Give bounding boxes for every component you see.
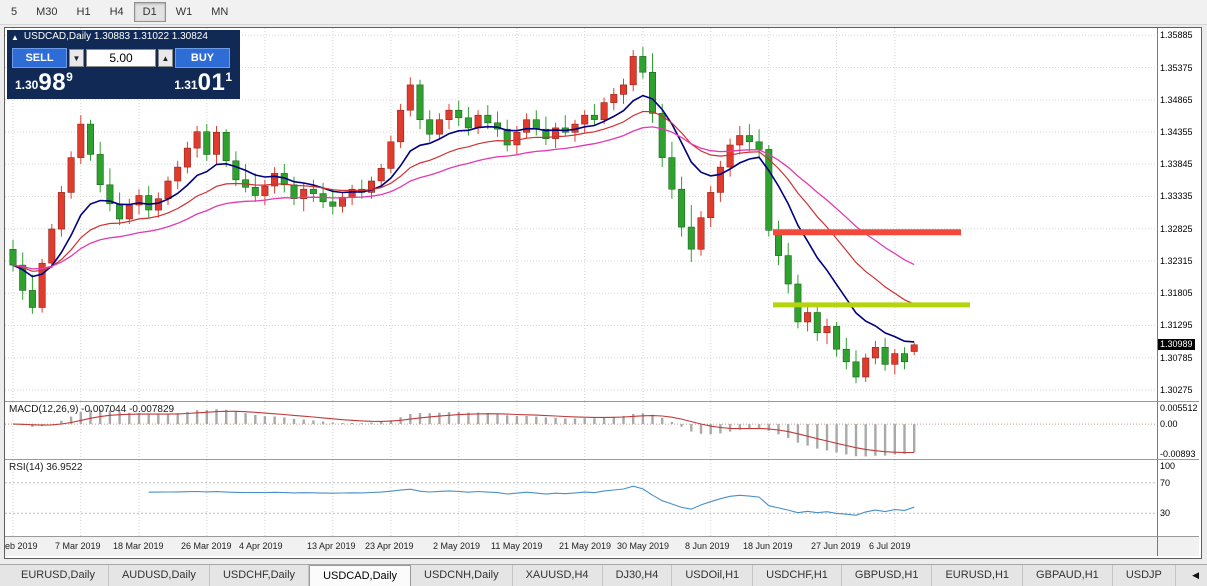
macd-panel[interactable]: MACD(12,26,9) -0.007044 -0.007829 xyxy=(5,402,1157,460)
rsi-chart xyxy=(5,460,1157,536)
lot-decrease-button[interactable]: ▼ xyxy=(69,49,84,67)
buy-button[interactable]: BUY xyxy=(175,48,230,68)
chart-tab-usdchf-daily[interactable]: USDCHF,Daily xyxy=(210,565,310,586)
rsi-axis-label: 30 xyxy=(1160,508,1171,518)
date-axis-label: 2 May 2019 xyxy=(433,541,481,551)
rsi-label: RSI(14) 36.9522 xyxy=(9,462,83,473)
lot-increase-button[interactable]: ▲ xyxy=(158,49,173,67)
sell-price-main: 98 xyxy=(38,69,67,96)
chart-tab-usdjp[interactable]: USDJP xyxy=(1113,565,1176,586)
chart-tab-usdcad-daily[interactable]: USDCAD,Daily xyxy=(309,565,412,586)
price-axis-label: 1.35885 xyxy=(1160,30,1193,40)
chart-tab-gbpusd-h1[interactable]: GBPUSD,H1 xyxy=(842,565,933,586)
date-axis-label: 21 May 2019 xyxy=(559,541,612,551)
price-axis-label: 1.31805 xyxy=(1160,288,1193,298)
timeframe-button-mn[interactable]: MN xyxy=(202,2,237,22)
price-axis-label: 1.33845 xyxy=(1160,159,1193,169)
chart-tab-audusd-daily[interactable]: AUDUSD,Daily xyxy=(109,565,210,586)
date-axis-label: 30 May 2019 xyxy=(617,541,670,551)
chart-tab-usdoil-h1[interactable]: USDOil,H1 xyxy=(672,565,754,586)
one-click-trade-panel: SELL ▼ ▲ BUY 1.30 98 9 1.31 01 1 xyxy=(7,44,240,99)
date-axis-label: 13 Apr 2019 xyxy=(307,541,356,551)
macd-label: MACD(12,26,9) -0.007044 -0.007829 xyxy=(9,404,175,415)
buy-price-main: 01 xyxy=(197,69,226,96)
chart-tab-usdcnh-daily[interactable]: USDCNH,Daily xyxy=(411,565,513,586)
chart-tab-eurusd-daily[interactable]: EURUSD,Daily xyxy=(8,565,109,586)
price-axis-label: 1.34865 xyxy=(1160,95,1193,105)
buy-price[interactable]: 1.31 01 1 xyxy=(174,70,232,95)
date-axis-label: 18 Jun 2019 xyxy=(743,541,793,551)
sell-price-prefix: 1.30 xyxy=(15,78,39,92)
timeframe-button-5[interactable]: 5 xyxy=(2,2,26,22)
chart-window: ▲ USDCAD,Daily 1.30883 1.31022 1.30824 1… xyxy=(4,27,1202,559)
buy-price-pip: 1 xyxy=(225,70,232,84)
rsi-panel[interactable]: RSI(14) 36.9522 xyxy=(5,460,1157,537)
chart-tab-usdchf-h1[interactable]: USDCHF,H1 xyxy=(753,565,842,586)
macd-axis-label: 0.00 xyxy=(1160,419,1178,429)
macd-axis-label: 0.005512 xyxy=(1160,403,1198,413)
price-axis-label: 1.30785 xyxy=(1160,353,1193,363)
date-axis-label: 26 Mar 2019 xyxy=(181,541,232,551)
buy-price-prefix: 1.31 xyxy=(174,78,198,92)
macd-axis-label: -0.00893 xyxy=(1160,449,1196,459)
date-axis-label: 7 Mar 2019 xyxy=(55,541,101,551)
axis-corner xyxy=(1157,537,1199,556)
price-axis-label: 1.35375 xyxy=(1160,63,1193,73)
price-axis-label: 1.31295 xyxy=(1160,320,1193,330)
main-chart-panel[interactable]: ▲ USDCAD,Daily 1.30883 1.31022 1.30824 1… xyxy=(5,28,1157,402)
date-axis-label: 18 Mar 2019 xyxy=(113,541,164,551)
sell-button[interactable]: SELL xyxy=(12,48,67,68)
timeframe-button-d1[interactable]: D1 xyxy=(133,2,166,22)
chart-tab-dj30-h4[interactable]: DJ30,H4 xyxy=(603,565,673,586)
rsi-axis: 100 70 30 xyxy=(1157,460,1199,537)
lot-size-input[interactable] xyxy=(86,49,156,67)
chart-ohlc-readout: USDCAD,Daily 1.30883 1.31022 1.30824 1.3… xyxy=(23,31,208,56)
chart-tab-gbpaud-h1[interactable]: GBPAUD,H1 xyxy=(1023,565,1113,586)
timeframe-button-w1[interactable]: W1 xyxy=(167,2,202,22)
sell-price[interactable]: 1.30 98 9 xyxy=(15,70,73,95)
price-axis-label: 1.30275 xyxy=(1160,385,1193,395)
timeframe-toolbar: 5 M30 H1 H4 D1 W1 MN xyxy=(0,0,1207,25)
collapse-trade-panel-icon[interactable]: ▲ xyxy=(11,33,19,42)
price-axis[interactable]: 1.35885 1.35375 1.34865 1.34355 1.33845 1.333… xyxy=(1157,28,1199,402)
rsi-axis-label: 70 xyxy=(1160,478,1171,488)
price-axis-label: 1.32825 xyxy=(1160,224,1193,234)
timeframe-button-h4[interactable]: H4 xyxy=(101,2,133,22)
price-axis-label: 1.32315 xyxy=(1160,256,1193,266)
rsi-axis-label: 100 xyxy=(1160,461,1176,471)
date-axis-label: 4 Apr 2019 xyxy=(239,541,283,551)
date-axis-label: 27 Jun 2019 xyxy=(811,541,861,551)
date-axis-label: 8 Jun 2019 xyxy=(685,541,730,551)
chart-tabs-bar: EURUSD,Daily AUDUSD,Daily USDCHF,Daily USDC… xyxy=(0,564,1207,586)
chart-title-bar: ▲ USDCAD,Daily 1.30883 1.31022 1.30824 1… xyxy=(7,30,240,56)
price-axis-label: 1.33335 xyxy=(1160,191,1193,201)
price-axis-label: 1.34355 xyxy=(1160,127,1193,137)
macd-axis: 0.005512 0.00 -0.00893 xyxy=(1157,402,1199,460)
current-price-badge: 1.30989 xyxy=(1158,339,1195,350)
timeframe-button-m30[interactable]: M30 xyxy=(27,2,66,22)
macd-chart xyxy=(5,402,1157,459)
chart-tab-eurusd-h1[interactable]: EURUSD,H1 xyxy=(932,565,1024,586)
date-axis[interactable]: 26 Feb 2019 7 Mar 2019 18 Mar 2019 26 Mar 2… xyxy=(5,537,1157,556)
date-axis-label: 26 Feb 2019 xyxy=(5,541,38,551)
date-axis-label: 23 Apr 2019 xyxy=(365,541,414,551)
candlestick-chart[interactable] xyxy=(5,28,1157,401)
timeframe-button-h1[interactable]: H1 xyxy=(68,2,100,22)
date-axis-label: 6 Jul 2019 xyxy=(869,541,911,551)
chart-tab-xauusd-h4[interactable]: XAUUSD,H4 xyxy=(513,565,603,586)
date-axis-label: 11 May 2019 xyxy=(491,541,543,551)
sell-price-pip: 9 xyxy=(66,70,73,84)
tabs-scroll-left-icon[interactable]: ◀ xyxy=(1192,570,1199,580)
